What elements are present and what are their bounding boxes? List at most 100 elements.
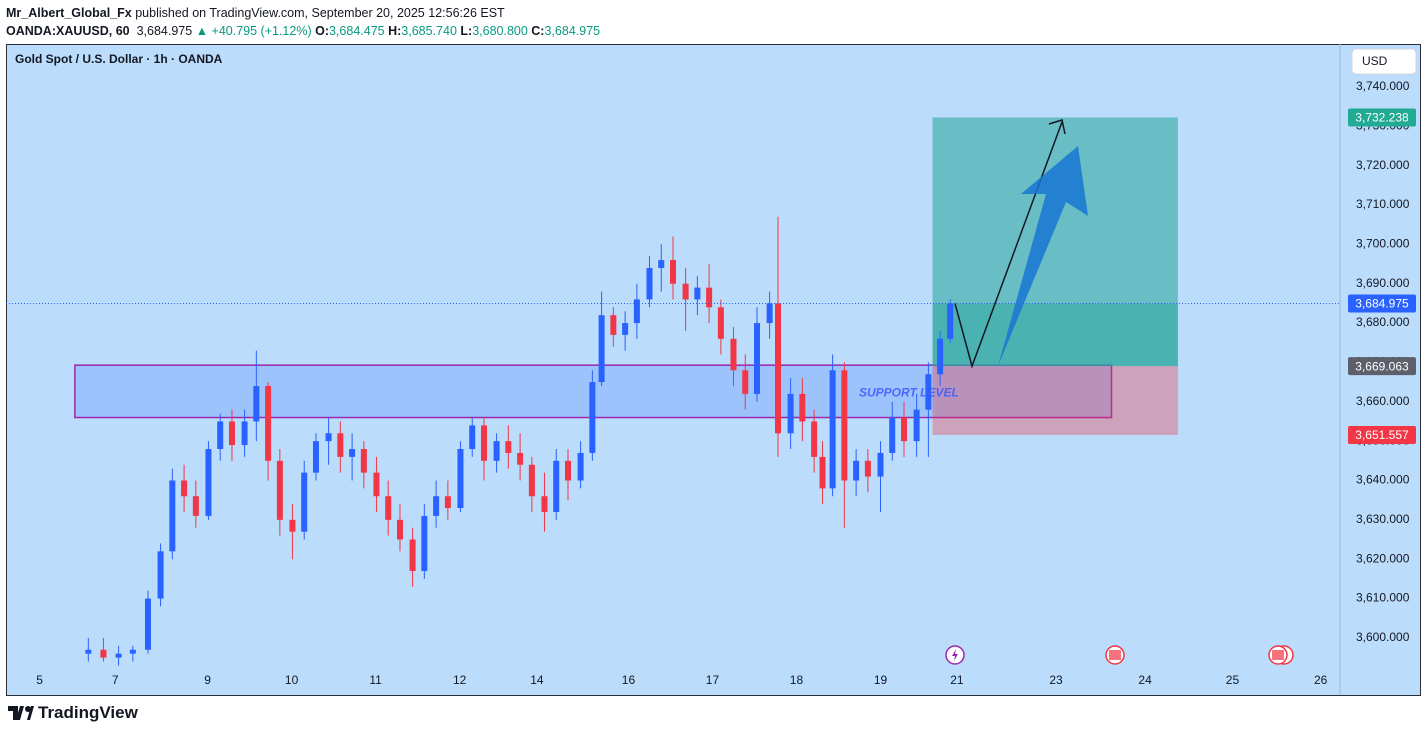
candle-body <box>517 452 524 465</box>
price-tag <box>1348 357 1416 376</box>
o-label: O: <box>315 24 329 38</box>
quote-line: OANDA:XAUUSD, 60 3,684.975 ▲ +40.795 (+1… <box>6 22 600 40</box>
currency-button[interactable] <box>1351 48 1417 75</box>
candle-body <box>925 374 932 410</box>
chart-frame <box>6 44 1421 696</box>
candle-body <box>205 449 212 516</box>
big-arrow <box>998 146 1088 367</box>
close: 3,684.975 <box>544 24 601 38</box>
candle-body <box>301 472 308 532</box>
candle-body <box>241 421 248 446</box>
y-tick-label: 3,640.000 <box>1356 473 1410 487</box>
x-tick-label: 24 <box>1138 673 1152 687</box>
c-label: C: <box>531 24 545 38</box>
y-tick-label: 3,680.000 <box>1356 315 1410 329</box>
candle-body <box>787 393 794 434</box>
candle-body <box>444 496 451 509</box>
price-tag-label: 3,684.975 <box>1355 297 1409 311</box>
candle-body <box>564 460 571 481</box>
candle-body <box>598 315 605 383</box>
candle-body <box>633 299 640 324</box>
candle-body <box>730 338 737 371</box>
footer: TradingView <box>8 703 138 723</box>
candle-body <box>228 421 235 446</box>
candle-body <box>901 417 908 442</box>
price-tag <box>1348 426 1416 445</box>
chart: SUPPORT LEVEL Gold Spot / U.S. Dollar · … <box>6 44 1421 696</box>
candle-body <box>742 370 749 394</box>
x-tick-label: 10 <box>285 673 299 687</box>
candle-body <box>528 464 535 497</box>
x-tick-label: 5 <box>36 673 43 687</box>
candle-body <box>480 425 487 461</box>
candle-body <box>421 515 428 572</box>
symbol: OANDA:XAUUSD, 60 <box>6 24 130 38</box>
chart-title: Gold Spot / U.S. Dollar · 1h · OANDA <box>15 52 223 66</box>
plot-area <box>6 117 1340 666</box>
currency[interactable]: USD <box>1362 54 1388 68</box>
price-tag <box>1348 108 1416 127</box>
candle-body <box>325 433 332 442</box>
candle-body <box>373 472 380 497</box>
candle-body <box>493 441 500 461</box>
x-tick-label: 11 <box>369 673 382 687</box>
x-tick-label: 21 <box>950 673 964 687</box>
open: 3,684.475 <box>328 24 385 38</box>
candle-body <box>144 598 151 650</box>
y-tick-label: 3,660.000 <box>1356 394 1410 408</box>
y-tick-label: 3,720.000 <box>1356 158 1410 172</box>
y-tick-label: 3,630.000 <box>1356 512 1410 526</box>
candle-body <box>433 496 440 516</box>
candle-body <box>811 421 818 457</box>
candle-body <box>947 303 954 339</box>
x-tick-label: 17 <box>706 673 720 687</box>
candle-body <box>312 441 319 473</box>
logo-icon <box>8 706 34 720</box>
x-tick-label: 14 <box>530 673 544 687</box>
candle-body <box>913 409 920 442</box>
x-tick-label: 25 <box>1226 673 1240 687</box>
candle-body <box>646 267 653 300</box>
author: Mr_Albert_Global_Fx <box>6 6 132 20</box>
candle-body <box>937 338 944 375</box>
header: Mr_Albert_Global_Fx published on Trading… <box>6 4 600 40</box>
candle-body <box>717 307 724 339</box>
overlay: SUPPORT LEVEL <box>859 119 1088 400</box>
candle-body <box>115 653 122 658</box>
price-tag-label: 3,669.063 <box>1355 359 1409 373</box>
candle-body <box>754 323 761 394</box>
y-tick-label: 3,710.000 <box>1356 197 1410 211</box>
candle-body <box>864 460 871 477</box>
stop-zone <box>932 366 1178 436</box>
price-tag-label: 3,651.557 <box>1355 428 1409 442</box>
h-label: H: <box>388 24 402 38</box>
price-tag <box>1348 294 1416 313</box>
candle-body <box>706 287 713 308</box>
candle-body <box>658 260 665 268</box>
l-label: L: <box>460 24 473 38</box>
y-tick-label: 3,610.000 <box>1356 591 1410 605</box>
candle-body <box>877 452 884 477</box>
candle-body <box>253 386 260 422</box>
candle-body <box>853 460 860 481</box>
candle-body <box>577 452 584 481</box>
candle-body <box>775 303 782 434</box>
candle-body <box>100 649 107 658</box>
candle-body <box>337 433 344 457</box>
x-tick-label: 19 <box>874 673 888 687</box>
candle-body <box>276 460 283 520</box>
low: 3,680.800 <box>472 24 528 38</box>
candle-body <box>181 480 188 497</box>
event-icons <box>945 645 1294 665</box>
candle-body <box>670 260 676 284</box>
candle-body <box>694 287 701 300</box>
candle-body <box>553 460 560 512</box>
candle-body <box>841 370 848 481</box>
candle-body <box>396 519 403 540</box>
y-tick-label: 3,690.000 <box>1356 276 1410 290</box>
high: 3,685.740 <box>401 24 457 38</box>
candle-body <box>457 449 464 509</box>
open-profit <box>932 303 1178 367</box>
x-tick-label: 9 <box>204 673 211 687</box>
